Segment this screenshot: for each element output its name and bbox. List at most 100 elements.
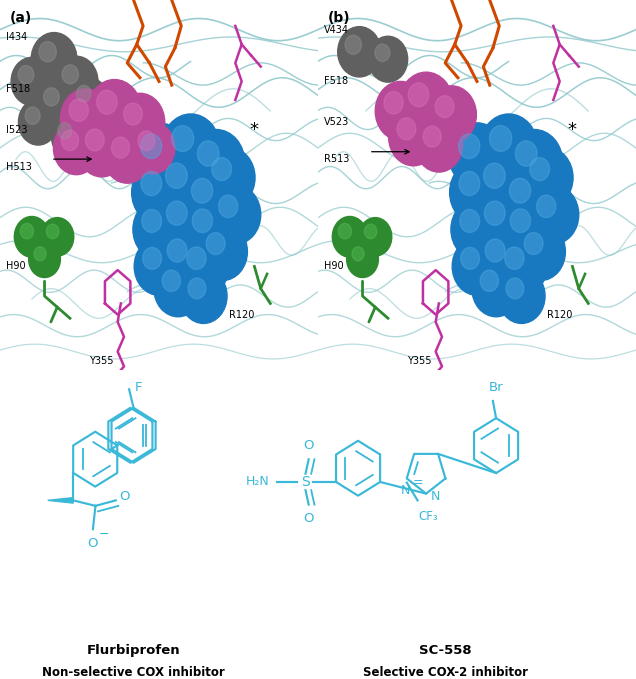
Circle shape — [475, 190, 530, 254]
Circle shape — [25, 107, 40, 124]
Circle shape — [77, 119, 127, 177]
Circle shape — [480, 114, 538, 182]
Circle shape — [460, 209, 480, 232]
Text: N: N — [401, 484, 410, 497]
Circle shape — [505, 247, 524, 270]
Circle shape — [197, 141, 219, 166]
Circle shape — [167, 239, 187, 262]
Text: SC-558: SC-558 — [419, 644, 471, 657]
Circle shape — [203, 147, 255, 208]
Circle shape — [474, 151, 531, 219]
Text: O: O — [87, 538, 97, 551]
Circle shape — [338, 223, 352, 239]
Circle shape — [427, 86, 476, 143]
Text: *: * — [250, 120, 259, 139]
Circle shape — [408, 83, 429, 107]
Circle shape — [162, 270, 181, 291]
Circle shape — [206, 233, 225, 255]
Circle shape — [41, 217, 74, 256]
Circle shape — [449, 123, 505, 188]
Circle shape — [375, 81, 426, 141]
Text: R120: R120 — [229, 310, 254, 320]
Circle shape — [138, 131, 155, 151]
Circle shape — [500, 167, 556, 232]
Text: I523: I523 — [6, 124, 28, 134]
Circle shape — [345, 35, 361, 54]
Text: Y355: Y355 — [89, 356, 114, 367]
Text: V523: V523 — [324, 117, 350, 127]
Circle shape — [142, 247, 162, 270]
Text: S: S — [301, 475, 310, 489]
Text: (a): (a) — [10, 11, 32, 25]
Text: −: − — [99, 528, 109, 541]
Text: Selective COX-2 inhibitor: Selective COX-2 inhibitor — [363, 666, 528, 679]
Circle shape — [172, 126, 194, 151]
Circle shape — [510, 209, 530, 232]
Circle shape — [423, 126, 441, 147]
Circle shape — [460, 247, 480, 270]
Circle shape — [76, 86, 91, 102]
Text: CF₃: CF₃ — [419, 510, 438, 523]
Circle shape — [333, 217, 368, 257]
Circle shape — [528, 185, 579, 244]
Circle shape — [154, 261, 202, 317]
Circle shape — [11, 57, 52, 105]
Circle shape — [97, 90, 117, 114]
Circle shape — [506, 278, 524, 299]
Circle shape — [141, 134, 162, 159]
Circle shape — [524, 233, 543, 255]
Circle shape — [187, 247, 206, 270]
Circle shape — [123, 103, 142, 125]
Text: I434: I434 — [6, 32, 27, 42]
Circle shape — [480, 270, 499, 291]
Circle shape — [359, 217, 392, 256]
Circle shape — [490, 126, 512, 151]
Text: V434: V434 — [324, 24, 349, 35]
Circle shape — [452, 238, 502, 295]
Circle shape — [29, 240, 60, 278]
Circle shape — [133, 199, 185, 260]
Circle shape — [44, 88, 59, 106]
Circle shape — [111, 137, 130, 158]
Circle shape — [516, 223, 565, 280]
Circle shape — [389, 108, 438, 166]
Text: N: N — [431, 490, 441, 503]
Circle shape — [191, 179, 212, 203]
Circle shape — [485, 201, 505, 225]
Circle shape — [338, 26, 381, 77]
Circle shape — [496, 237, 547, 296]
Circle shape — [352, 247, 364, 261]
Circle shape — [85, 129, 104, 151]
Text: F: F — [135, 381, 142, 394]
Text: (b): (b) — [328, 11, 350, 25]
Circle shape — [188, 278, 206, 299]
Text: O: O — [120, 490, 130, 502]
Text: H₂N: H₂N — [245, 475, 269, 488]
Circle shape — [537, 195, 556, 217]
Circle shape — [472, 261, 520, 317]
Circle shape — [53, 122, 99, 175]
Text: =: = — [413, 476, 424, 489]
Circle shape — [158, 229, 211, 289]
Circle shape — [515, 141, 537, 166]
Circle shape — [530, 158, 550, 181]
Text: Flurbiprofen: Flurbiprofen — [86, 644, 181, 657]
Circle shape — [142, 209, 162, 232]
Circle shape — [364, 224, 377, 239]
Text: O: O — [303, 439, 314, 452]
Circle shape — [501, 198, 555, 261]
Circle shape — [183, 198, 237, 261]
Text: R513: R513 — [324, 154, 350, 164]
Circle shape — [70, 77, 108, 122]
Circle shape — [368, 36, 408, 82]
Circle shape — [115, 93, 165, 151]
Circle shape — [451, 199, 503, 260]
Circle shape — [210, 185, 261, 244]
Circle shape — [506, 130, 563, 196]
Circle shape — [69, 99, 88, 122]
Circle shape — [219, 195, 238, 217]
Text: F518: F518 — [324, 77, 349, 86]
Circle shape — [87, 79, 141, 143]
Circle shape — [162, 114, 220, 182]
Circle shape — [399, 72, 453, 135]
